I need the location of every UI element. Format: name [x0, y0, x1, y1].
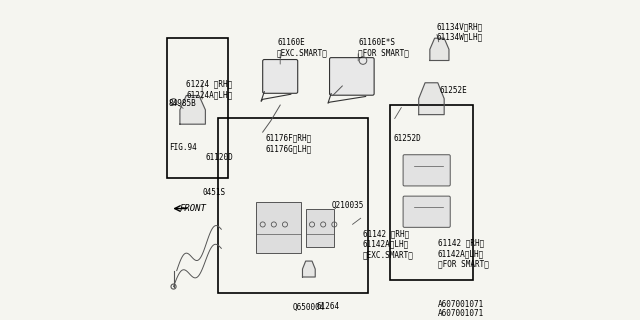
- Text: 61142 〈RH〉
61142A〈LH〉
〈EXC.SMART〉: 61142 〈RH〉 61142A〈LH〉 〈EXC.SMART〉: [363, 229, 414, 259]
- Bar: [306, 209, 334, 247]
- Polygon shape: [430, 38, 449, 60]
- Polygon shape: [303, 261, 316, 277]
- Text: 61134V〈RH〉
61134W〈LH〉: 61134V〈RH〉 61134W〈LH〉: [436, 22, 483, 42]
- Text: 61160E*S
〈FOR SMART〉: 61160E*S 〈FOR SMART〉: [358, 38, 409, 58]
- Text: 61120D: 61120D: [205, 153, 233, 162]
- Text: A607001071: A607001071: [438, 309, 484, 318]
- Text: Q210035: Q210035: [331, 201, 364, 210]
- Text: FRONT: FRONT: [180, 204, 207, 213]
- Bar: [257, 202, 301, 253]
- Text: 61142 〈RH〉
61142A〈LH〉
〈FOR SMART〉: 61142 〈RH〉 61142A〈LH〉 〈FOR SMART〉: [438, 239, 489, 268]
- Text: 61264: 61264: [317, 302, 340, 311]
- FancyBboxPatch shape: [403, 196, 450, 227]
- Bar: [218, 118, 368, 293]
- Text: A607001071: A607001071: [438, 300, 484, 309]
- Text: 61224 〈RH〉
61224A〈LH〉: 61224 〈RH〉 61224A〈LH〉: [186, 80, 232, 99]
- Polygon shape: [180, 95, 205, 124]
- Bar: [167, 38, 228, 178]
- Text: 61252E: 61252E: [440, 86, 467, 95]
- Text: 84985B: 84985B: [169, 99, 196, 108]
- Bar: [390, 105, 473, 280]
- FancyBboxPatch shape: [262, 60, 298, 93]
- Text: 61176F〈RH〉
61176G〈LH〉: 61176F〈RH〉 61176G〈LH〉: [266, 134, 312, 153]
- Polygon shape: [419, 83, 444, 115]
- FancyBboxPatch shape: [403, 155, 450, 186]
- Text: Q650004: Q650004: [293, 302, 325, 311]
- Text: 61160E
〈EXC.SMART〉: 61160E 〈EXC.SMART〉: [277, 38, 328, 58]
- Text: 0451S: 0451S: [202, 188, 225, 197]
- Text: 61252D: 61252D: [393, 134, 421, 143]
- Text: FIG.94: FIG.94: [169, 143, 196, 152]
- FancyBboxPatch shape: [330, 58, 374, 95]
